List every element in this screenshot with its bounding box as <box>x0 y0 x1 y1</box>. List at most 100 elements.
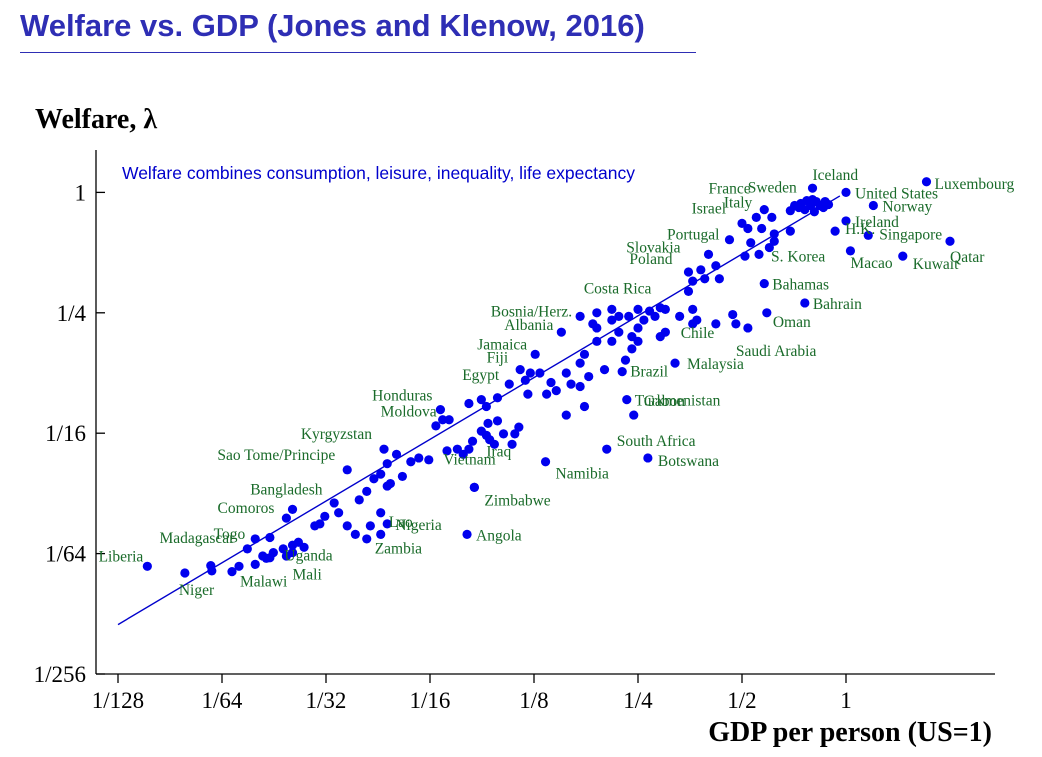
data-point <box>354 495 364 505</box>
data-point <box>514 422 524 432</box>
x-tick-label: 1/4 <box>623 688 653 713</box>
data-point <box>329 498 339 508</box>
data-point-vietnam <box>458 449 468 459</box>
data-point-h-k- <box>830 226 840 236</box>
data-point <box>769 236 779 246</box>
data-point <box>688 276 698 286</box>
data-point-macao <box>845 246 856 256</box>
point-label: H.K. <box>845 221 875 238</box>
point-label: Sao Tome/Principe <box>217 447 335 464</box>
y-tick-label: 1/64 <box>45 542 86 567</box>
data-point <box>785 226 795 236</box>
data-point <box>278 544 288 554</box>
data-point-poland <box>683 267 694 277</box>
x-tick-label: 1/32 <box>306 688 347 713</box>
x-tick-label: 1/64 <box>202 688 243 713</box>
y-tick-label: 1 <box>75 180 87 205</box>
data-point-bahrain <box>800 298 810 308</box>
data-point <box>757 223 767 234</box>
point-label: Liberia <box>99 548 144 565</box>
data-point-slovakia <box>703 249 714 259</box>
point-label: Kyrgyzstan <box>301 426 372 443</box>
point-label: Comoros <box>218 500 275 517</box>
data-point <box>579 349 590 359</box>
data-point-lao <box>376 508 386 518</box>
data-point-saudi-arabia <box>743 323 753 333</box>
data-point-sao-tome-principe <box>342 465 352 475</box>
point-label: Bosnia/Herz. <box>491 303 572 320</box>
data-point <box>265 553 275 563</box>
data-point-albania <box>556 327 566 337</box>
data-point-madagascar <box>242 544 252 554</box>
data-point <box>362 486 372 496</box>
data-point <box>592 308 602 318</box>
data-point-zambia <box>376 529 386 539</box>
data-point <box>575 381 585 392</box>
data-point <box>614 311 624 321</box>
point-label: Portugal <box>667 227 720 244</box>
data-point <box>382 459 392 469</box>
point-label: Angola <box>476 527 522 544</box>
data-point <box>342 521 352 531</box>
point-label: Norway <box>882 198 932 215</box>
data-point <box>700 274 710 284</box>
data-point-portugal <box>724 235 735 245</box>
data-point <box>397 471 408 482</box>
point-label: Bangladesh <box>250 481 323 498</box>
data-point <box>592 323 602 333</box>
point-label: Chile <box>681 325 715 342</box>
data-point-honduras <box>435 405 446 415</box>
point-label: Luxembourg <box>934 176 1014 193</box>
data-point <box>561 410 571 420</box>
data-point <box>592 336 602 346</box>
data-point-egypt <box>504 379 514 389</box>
data-point <box>310 521 320 531</box>
data-point-ireland <box>841 216 851 226</box>
data-point <box>376 469 386 479</box>
y-tick-label: 1/256 <box>34 662 86 687</box>
data-point <box>535 368 545 378</box>
point-label: Bahrain <box>813 296 862 313</box>
data-point-qatar <box>945 236 955 246</box>
data-point-bangladesh <box>287 504 298 514</box>
data-point <box>767 212 777 222</box>
data-point <box>391 449 402 459</box>
data-point <box>633 323 643 333</box>
data-point <box>498 429 509 439</box>
data-point <box>696 265 706 275</box>
data-point <box>639 315 649 325</box>
point-label: Zambia <box>375 540 422 557</box>
data-point <box>624 311 634 321</box>
data-point-italy <box>759 205 769 215</box>
data-point-brazil <box>617 367 627 377</box>
data-point <box>614 327 624 337</box>
data-point <box>607 336 617 346</box>
data-point <box>740 251 750 261</box>
y-tick-label: 1/16 <box>45 421 86 446</box>
data-point <box>542 389 552 399</box>
x-tick-label: 1/128 <box>92 688 144 713</box>
title-underline <box>20 52 696 53</box>
data-point-kyrgyzstan <box>379 444 389 454</box>
point-label: Saudi Arabia <box>736 343 817 360</box>
x-axis-label: GDP per person (US=1) <box>708 717 992 748</box>
point-label: Oman <box>773 314 811 331</box>
points-group <box>142 177 955 578</box>
chart-annotation: Welfare combines consumption, leisure, i… <box>122 163 635 183</box>
data-point-gabon <box>629 410 639 420</box>
data-point-chile <box>688 319 698 329</box>
data-point <box>334 508 344 518</box>
point-label: Niger <box>179 582 215 599</box>
data-point-fiji <box>515 364 525 375</box>
point-label: Mali <box>293 567 323 584</box>
data-point <box>683 286 694 296</box>
data-point <box>633 304 643 314</box>
point-label: Egypt <box>462 367 500 384</box>
point-label: Slovakia <box>626 239 680 256</box>
data-point-angola <box>462 529 472 539</box>
data-point-norway <box>868 200 878 211</box>
x-tick-label: 1/2 <box>727 688 756 713</box>
data-point-uganda <box>293 537 304 547</box>
data-point-kuwait <box>898 251 908 261</box>
point-label: Israel <box>692 200 726 217</box>
